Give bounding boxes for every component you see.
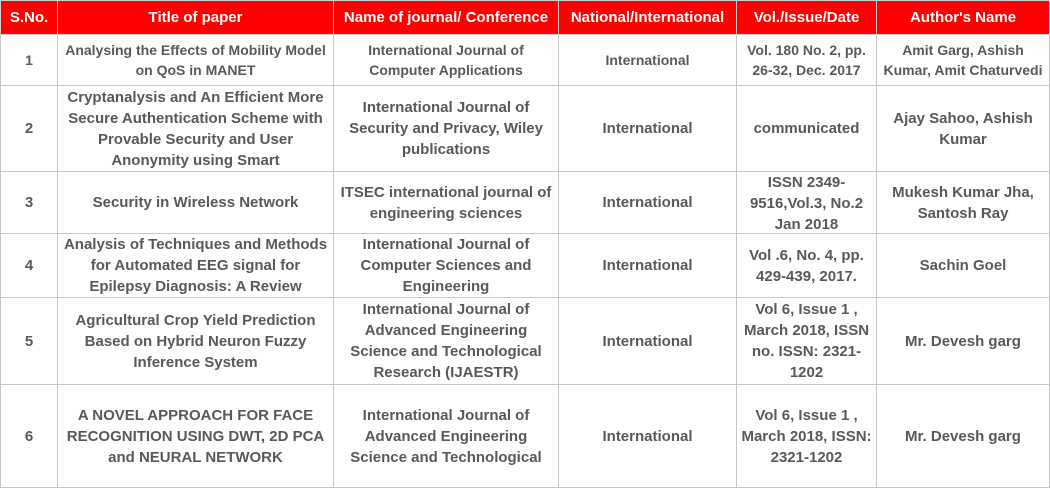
table-cell: 6 [0,384,58,488]
cell-text: Ajay Sahoo, Ashish Kumar [893,109,1033,148]
table-cell: International Journal of Computer Applic… [333,34,559,86]
cell-text: 5 [24,332,34,350]
table-cell: 4 [0,233,58,298]
cell-text: Vol .6, No. 4, pp. 429-439, 2017. [749,246,864,285]
table-row: 4 Analysis of Techniques and Methods for … [0,233,1050,298]
table-cell: Mukesh Kumar Jha, Santosh Ray [876,171,1050,234]
cell-text: Agricultural Crop Yield Prediction Based… [75,311,316,371]
table-row: 6 A NOVEL APPROACH FOR FACE RECOGNITION U… [0,384,1050,488]
table-cell: Analysing the Effects of Mobility Model … [57,34,334,86]
table-cell: International [558,384,737,488]
table-cell: ITSEC international journal of engineeri… [333,171,559,234]
table-cell: Security in Wireless Network [57,171,334,234]
cell-text: Sachin Goel [919,257,1007,274]
cell-text: International [602,120,693,137]
cell-text: 3 [24,194,34,211]
table-cell: International Journal of Advanced Engine… [333,384,559,488]
header-cell: S.No. [0,0,58,35]
table-cell: Ajay Sahoo, Ashish Kumar [876,85,1050,172]
table-cell: International Journal of Computer Scienc… [333,233,559,298]
header-cell: Author's Name [876,0,1050,35]
cell-text: International Journal of Security and Pr… [349,99,543,158]
cell-text: Analysing the Effects of Mobility Model … [65,42,326,78]
cell-text: International Journal of Advanced Engine… [350,301,542,381]
cell-text: International Journal of Computer Applic… [368,42,524,78]
cell-text: Cryptanalysis and An Efficient More Secu… [67,88,324,169]
table-cell: Vol 6, Issue 1 , March 2018, ISSN: 2321-… [736,384,877,488]
table-row: 5 Agricultural Crop Yield Prediction Base… [0,297,1050,385]
table-cell: Sachin Goel [876,233,1050,298]
table-cell: 5 [0,297,58,385]
table-cell: International [558,233,737,298]
table-cell: Vol. 180 No. 2, pp. 26-32, Dec. 2017 [736,34,877,86]
table-cell: Analysis of Techniques and Methods for A… [57,233,334,298]
table-cell: communicated [736,85,877,172]
cell-text: International [602,427,693,445]
table-cell: International [558,297,737,385]
cell-text: International [602,257,693,274]
cell-text: Analysis of Techniques and Methods for A… [63,236,328,295]
table-cell: Vol 6, Issue 1 , March 2018, ISSN no. IS… [736,297,877,385]
cell-text: 4 [24,257,34,274]
header-cell: Name of journal/ Conference [333,0,559,35]
table-cell: 3 [0,171,58,234]
table-cell: 2 [0,85,58,172]
table-row: 3 Security in Wireless Network ITSEC inter… [0,171,1050,234]
table-cell: International [558,171,737,234]
cell-text: Vol. 180 No. 2, pp. 26-32, Dec. 2017 [747,42,866,78]
cell-text: ISSN 2349-9516,Vol.3, No.2 Jan 2018 [749,174,864,233]
table-cell: ISSN 2349-9516,Vol.3, No.2 Jan 2018 [736,171,877,234]
cell-text: Mr. Devesh garg [905,332,1021,350]
cell-text: communicated [753,120,860,137]
cell-text: Amit Garg, Ashish Kumar, Amit Chaturvedi [883,42,1043,78]
table-cell: Mr. Devesh garg [876,297,1050,385]
table-cell: A NOVEL APPROACH FOR FACE RECOGNITION US… [57,384,334,488]
table-row: 1 Analysing the Effects of Mobility Model… [0,34,1050,86]
table-row: 2 Cryptanalysis and An Efficient More Sec… [0,85,1050,172]
table-cell: Cryptanalysis and An Efficient More Secu… [57,85,334,172]
header-cell: National/International [558,0,737,35]
header-row: S.No. Title of paper Name of journal/ Conf… [0,0,1050,35]
table-cell: International [558,85,737,172]
table-cell: International Journal of Security and Pr… [333,85,559,172]
table-cell: Vol .6, No. 4, pp. 429-439, 2017. [736,233,877,298]
cell-text: ITSEC international journal of engineeri… [340,183,552,222]
cell-text: Vol 6, Issue 1 , March 2018, ISSN no. IS… [743,301,870,381]
cell-text: Mr. Devesh garg [905,427,1021,445]
table-cell: International Journal of Advanced Engine… [333,297,559,385]
table-cell: International [558,34,737,86]
cell-text: Vol 6, Issue 1 , March 2018, ISSN: 2321-… [741,406,872,466]
cell-text: 6 [24,427,34,445]
cell-text: Mukesh Kumar Jha, Santosh Ray [892,183,1034,222]
cell-text: 2 [24,120,34,137]
cell-text: Security in Wireless Network [92,194,299,211]
cell-text: International [602,194,693,211]
header-cell: Vol./Issue/Date [736,0,877,35]
table-cell: Amit Garg, Ashish Kumar, Amit Chaturvedi [876,34,1050,86]
cell-text: International [605,52,690,68]
header-cell: Title of paper [57,0,334,35]
table-cell: Mr. Devesh garg [876,384,1050,488]
cell-text: International Journal of Advanced Engine… [350,406,542,466]
cell-text: International Journal of Computer Scienc… [360,236,532,295]
cell-text: 1 [25,52,33,68]
table-cell: Agricultural Crop Yield Prediction Based… [57,297,334,385]
cell-text: International [602,332,693,350]
table-cell: 1 [0,34,58,86]
cell-text: A NOVEL APPROACH FOR FACE RECOGNITION US… [66,406,325,466]
